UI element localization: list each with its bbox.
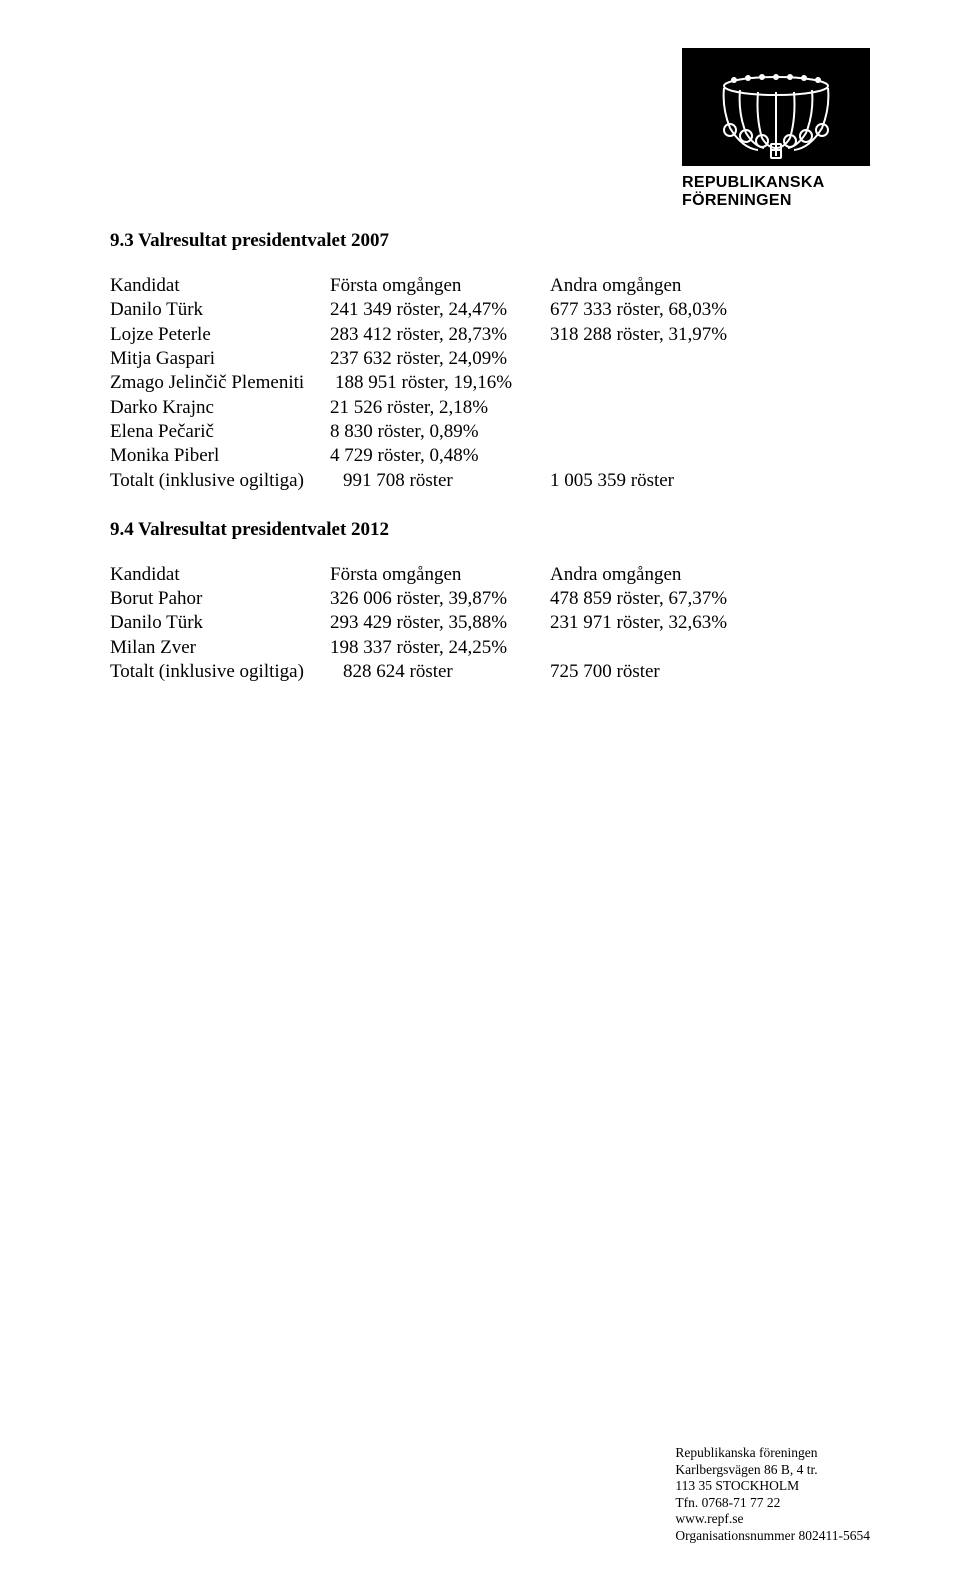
page-footer: Republikanska föreningen Karlbergsvägen … bbox=[675, 1445, 870, 1544]
col-header: Kandidat bbox=[110, 563, 330, 587]
table-header-row: Kandidat Första omgången Andra omgången bbox=[110, 274, 870, 298]
cell: 1 005 359 röster bbox=[550, 469, 870, 493]
cell: 188 951 röster, 19,16% bbox=[335, 371, 550, 395]
table-row: Milan Zver198 337 röster, 24,25% bbox=[110, 636, 870, 660]
cell: 231 971 röster, 32,63% bbox=[550, 611, 870, 635]
cell: 8 830 röster, 0,89% bbox=[330, 420, 550, 444]
table-row: Monika Piberl4 729 röster, 0,48% bbox=[110, 444, 870, 468]
cell bbox=[550, 420, 870, 444]
section1-heading: 9.3 Valresultat presidentvalet 2007 bbox=[110, 230, 870, 252]
cell: 828 624 röster bbox=[343, 660, 550, 684]
logo-text-line1: REPUBLIKANSKA bbox=[682, 174, 870, 192]
col-header: Första omgången bbox=[330, 563, 550, 587]
cell: Danilo Türk bbox=[110, 298, 330, 322]
cell: Lojze Peterle bbox=[110, 323, 330, 347]
cell: Mitja Gaspari bbox=[110, 347, 330, 371]
section2-heading: 9.4 Valresultat presidentvalet 2012 bbox=[110, 519, 870, 541]
table-row: Mitja Gaspari237 632 röster, 24,09% bbox=[110, 347, 870, 371]
footer-line: Organisationsnummer 802411-5654 bbox=[675, 1528, 870, 1544]
crown-logo bbox=[682, 48, 870, 166]
cell: 283 412 röster, 28,73% bbox=[330, 323, 550, 347]
cell: 293 429 röster, 35,88% bbox=[330, 611, 550, 635]
header-logo-block: REPUBLIKANSKA FÖRENINGEN bbox=[682, 48, 870, 211]
cell: Danilo Türk bbox=[110, 611, 330, 635]
table-row: Lojze Peterle283 412 röster, 28,73%318 2… bbox=[110, 323, 870, 347]
cell bbox=[550, 444, 870, 468]
logo-text: REPUBLIKANSKA FÖRENINGEN bbox=[682, 174, 870, 211]
table-header-row: Kandidat Första omgången Andra omgången bbox=[110, 563, 870, 587]
footer-line: 113 35 STOCKHOLM bbox=[675, 1478, 870, 1494]
cell: 21 526 röster, 2,18% bbox=[330, 396, 550, 420]
cell: Milan Zver bbox=[110, 636, 330, 660]
table-row: Borut Pahor326 006 röster, 39,87%478 859… bbox=[110, 587, 870, 611]
table-row: Danilo Türk241 349 röster, 24,47%677 333… bbox=[110, 298, 870, 322]
cell: Monika Piberl bbox=[110, 444, 330, 468]
cell: 326 006 röster, 39,87% bbox=[330, 587, 550, 611]
footer-link: www.repf.se bbox=[675, 1511, 870, 1527]
table-row: Darko Krajnc21 526 röster, 2,18% bbox=[110, 396, 870, 420]
cell: 4 729 röster, 0,48% bbox=[330, 444, 550, 468]
section2-table: Kandidat Första omgången Andra omgången … bbox=[110, 563, 870, 685]
cell: 991 708 röster bbox=[343, 469, 550, 493]
col-header: Andra omgången bbox=[550, 274, 870, 298]
cell: Zmago Jelinčič Plemeniti bbox=[110, 371, 335, 395]
footer-line: Tfn. 0768-71 77 22 bbox=[675, 1495, 870, 1511]
cell: Borut Pahor bbox=[110, 587, 330, 611]
table-row: Totalt (inklusive ogiltiga)828 624 röste… bbox=[110, 660, 870, 684]
cell: 677 333 röster, 68,03% bbox=[550, 298, 870, 322]
table-row: Elena Pečarič8 830 röster, 0,89% bbox=[110, 420, 870, 444]
table-row: Totalt (inklusive ogiltiga)991 708 röste… bbox=[110, 469, 870, 493]
cell bbox=[550, 636, 870, 660]
cell: 478 859 röster, 67,37% bbox=[550, 587, 870, 611]
cell bbox=[550, 347, 870, 371]
cell: 725 700 röster bbox=[550, 660, 870, 684]
col-header: Kandidat bbox=[110, 274, 330, 298]
cell: 237 632 röster, 24,09% bbox=[330, 347, 550, 371]
section1-table: Kandidat Första omgången Andra omgången … bbox=[110, 274, 870, 493]
cell: Totalt (inklusive ogiltiga) bbox=[110, 660, 343, 684]
col-header: Andra omgången bbox=[550, 563, 870, 587]
table-row: Zmago Jelinčič Plemeniti188 951 röster, … bbox=[110, 371, 870, 395]
table-row: Danilo Türk293 429 röster, 35,88%231 971… bbox=[110, 611, 870, 635]
footer-line: Karlbergsvägen 86 B, 4 tr. bbox=[675, 1462, 870, 1478]
cell: Totalt (inklusive ogiltiga) bbox=[110, 469, 343, 493]
cell bbox=[550, 396, 870, 420]
col-header: Första omgången bbox=[330, 274, 550, 298]
footer-line: Republikanska föreningen bbox=[675, 1445, 870, 1461]
cell: Elena Pečarič bbox=[110, 420, 330, 444]
cell: Darko Krajnc bbox=[110, 396, 330, 420]
cell: 318 288 röster, 31,97% bbox=[550, 323, 870, 347]
logo-text-line2: FÖRENINGEN bbox=[682, 192, 870, 210]
cell bbox=[550, 371, 870, 395]
cell: 241 349 röster, 24,47% bbox=[330, 298, 550, 322]
cell: 198 337 röster, 24,25% bbox=[330, 636, 550, 660]
